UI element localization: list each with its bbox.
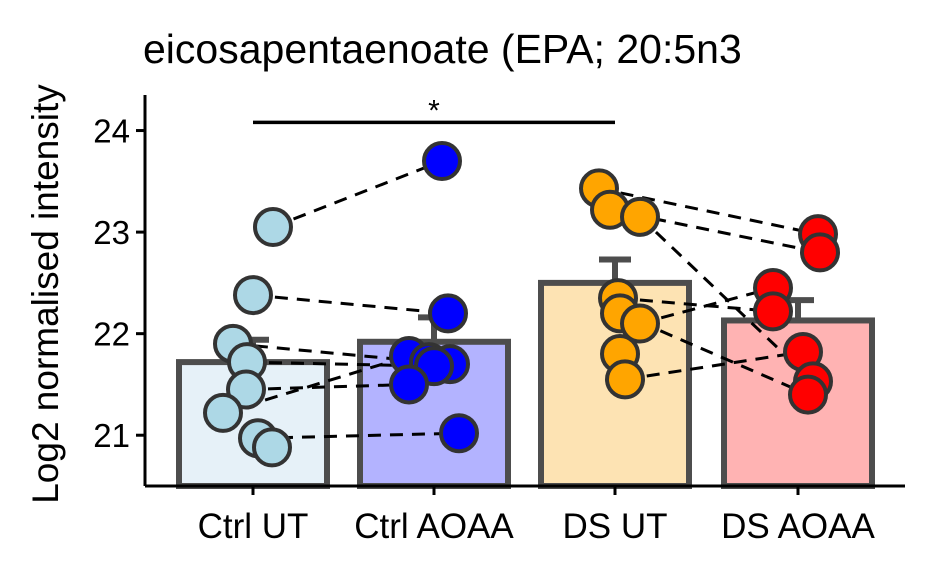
x-tick-label: Ctrl UT — [198, 507, 309, 546]
pair-line — [617, 296, 774, 313]
pair-line — [257, 431, 460, 440]
y-tick-label: 21 — [93, 417, 130, 454]
data-point — [788, 374, 828, 415]
x-tick-label: DS AOAA — [721, 507, 875, 546]
data-point — [605, 359, 645, 400]
data-point — [226, 369, 266, 410]
data-point — [252, 427, 292, 468]
y-tick-label: 22 — [93, 316, 130, 353]
significance-layer: * — [253, 94, 615, 127]
pair-line — [272, 159, 443, 229]
points-layer — [203, 141, 840, 468]
data-point — [253, 207, 293, 248]
data-point — [620, 196, 660, 237]
data-point — [422, 141, 462, 182]
pair-line — [609, 208, 821, 254]
data-point — [389, 364, 429, 405]
data-point — [753, 291, 793, 332]
pair-line — [639, 286, 774, 325]
data-point — [203, 392, 243, 433]
significance-label: * — [428, 94, 440, 127]
pair-line — [598, 186, 819, 236]
pair-line — [252, 293, 449, 315]
data-point — [233, 275, 273, 316]
pair-line — [245, 382, 410, 392]
y-tick-label: 24 — [93, 113, 130, 150]
data-point — [620, 303, 660, 344]
data-point — [428, 293, 468, 334]
x-tick-label: DS UT — [563, 507, 668, 546]
y-tick-label: 23 — [93, 214, 130, 251]
data-point — [800, 232, 840, 273]
chart-title: eicosapentaenoate (EPA; 20:5n3 — [143, 26, 742, 72]
x-tick-label: Ctrl AOAA — [354, 507, 514, 546]
y-axis-label: Log2 normalised intensity — [25, 84, 66, 504]
data-point — [439, 413, 479, 454]
pair-line — [624, 350, 804, 381]
axes-layer: 21 22 23 24 Ctrl UT Ctrl AOAA DS UT DS AOAA — [93, 95, 905, 546]
